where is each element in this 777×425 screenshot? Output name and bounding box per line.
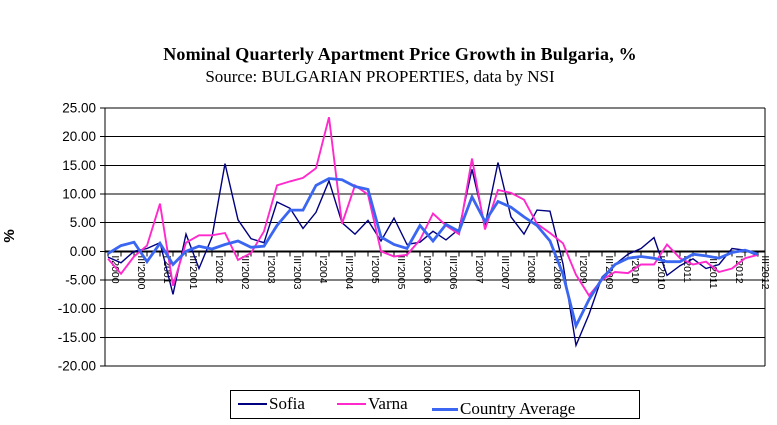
legend-label-varna: Varna xyxy=(368,394,408,413)
country-average-line-swatch xyxy=(432,407,458,411)
svg-text:III'2005: III'2005 xyxy=(395,255,407,289)
svg-text:I'2003: I'2003 xyxy=(265,255,277,283)
svg-text:10.00: 10.00 xyxy=(62,187,96,202)
svg-text:0.00: 0.00 xyxy=(70,244,96,259)
series-line-sofia xyxy=(107,162,759,348)
gridlines xyxy=(100,107,766,367)
svg-text:I'2008: I'2008 xyxy=(525,255,537,283)
legend-label-sofia: Sofia xyxy=(269,394,305,413)
svg-text:III'2011: III'2011 xyxy=(707,255,719,288)
legend-item-varna: Varna xyxy=(337,394,408,414)
svg-text:-15.00: -15.00 xyxy=(58,330,96,345)
varna-line-swatch xyxy=(337,402,366,406)
svg-text:I'2002: I'2002 xyxy=(213,255,225,283)
svg-text:III'2002: III'2002 xyxy=(239,255,251,289)
series-line-country-average xyxy=(107,177,759,330)
svg-text:I'2004: I'2004 xyxy=(317,255,329,283)
x-axis-ticks xyxy=(107,251,759,257)
svg-text:III'2000: III'2000 xyxy=(135,255,147,289)
svg-text:III'2004: III'2004 xyxy=(343,255,355,289)
y-axis-tick-labels: 25.00 20.00 15.00 10.00 5.00 0.00 -5.00 -10.00 -… xyxy=(58,101,96,374)
series-line-varna xyxy=(107,116,759,298)
legend: Sofia Varna Country Average xyxy=(230,390,640,419)
svg-text:20.00: 20.00 xyxy=(62,129,96,144)
legend-label-country-average: Country Average xyxy=(460,399,576,418)
svg-text:I'2007: I'2007 xyxy=(473,255,485,283)
svg-text:-20.00: -20.00 xyxy=(58,359,96,374)
svg-text:-5.00: -5.00 xyxy=(65,273,96,288)
svg-text:III'2003: III'2003 xyxy=(291,255,303,289)
svg-text:5.00: 5.00 xyxy=(70,215,96,230)
svg-text:I'2006: I'2006 xyxy=(421,255,433,283)
legend-item-sofia: Sofia xyxy=(238,394,305,414)
svg-text:I'2012: I'2012 xyxy=(733,255,745,283)
svg-text:III'2001: III'2001 xyxy=(187,255,199,289)
svg-text:25.00: 25.00 xyxy=(62,101,96,116)
svg-text:III'2006: III'2006 xyxy=(447,255,459,289)
svg-text:III'2010: III'2010 xyxy=(655,255,667,289)
chart-title: Nominal Quarterly Apartment Price Growth… xyxy=(163,44,637,64)
svg-text:III'2007: III'2007 xyxy=(499,255,511,289)
svg-text:I'2005: I'2005 xyxy=(369,255,381,283)
svg-text:III'2012: III'2012 xyxy=(759,255,771,289)
svg-text:I'2009: I'2009 xyxy=(577,255,589,283)
sofia-line-swatch xyxy=(238,403,267,405)
chart-subtitle: Source: BULGARIAN PROPERTIES, data by NS… xyxy=(205,67,555,86)
svg-text:-10.00: -10.00 xyxy=(58,301,96,316)
svg-text:15.00: 15.00 xyxy=(62,158,96,173)
legend-item-country-average: Country Average xyxy=(432,399,575,419)
